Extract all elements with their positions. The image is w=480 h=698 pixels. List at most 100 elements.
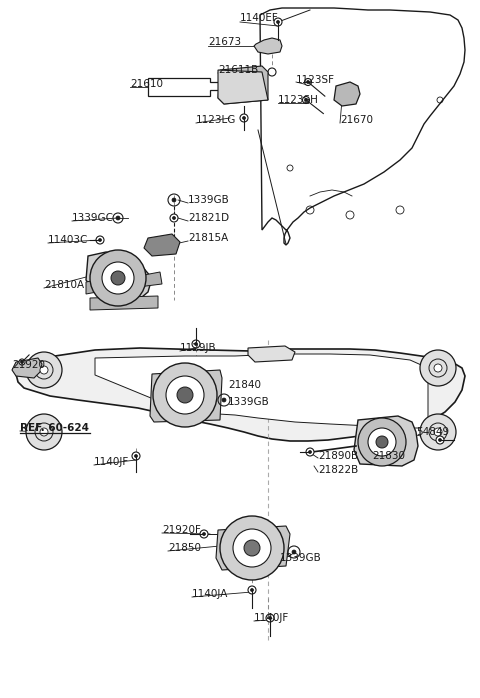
Circle shape (166, 376, 204, 414)
Text: 21822B: 21822B (318, 465, 358, 475)
Circle shape (304, 98, 308, 101)
Circle shape (368, 428, 396, 456)
Circle shape (177, 387, 193, 403)
Circle shape (307, 80, 310, 84)
Polygon shape (218, 70, 268, 104)
Polygon shape (354, 416, 418, 466)
Polygon shape (148, 78, 220, 96)
Text: 1140JF: 1140JF (94, 457, 129, 467)
Circle shape (244, 540, 260, 556)
Text: 1123LG: 1123LG (196, 115, 236, 125)
Polygon shape (86, 252, 152, 306)
Circle shape (233, 529, 271, 567)
Text: 21815A: 21815A (188, 233, 228, 243)
Circle shape (26, 414, 62, 450)
Text: 1140JA: 1140JA (192, 589, 228, 599)
Polygon shape (334, 82, 360, 106)
Text: 1140JF: 1140JF (254, 613, 289, 623)
Text: 11403C: 11403C (48, 235, 88, 245)
Circle shape (172, 216, 176, 219)
Circle shape (220, 516, 284, 580)
Polygon shape (248, 346, 295, 362)
Text: 21810A: 21810A (44, 280, 84, 290)
Circle shape (134, 454, 137, 457)
Circle shape (436, 436, 444, 444)
Text: 1123SH: 1123SH (278, 95, 319, 105)
Circle shape (21, 360, 24, 364)
Polygon shape (218, 66, 268, 104)
Circle shape (111, 271, 125, 285)
Polygon shape (16, 348, 465, 441)
Text: 1339GB: 1339GB (228, 397, 270, 407)
Circle shape (306, 448, 314, 456)
Circle shape (170, 214, 178, 222)
Text: 21920: 21920 (12, 360, 45, 370)
Text: 21920F: 21920F (162, 525, 201, 535)
Circle shape (90, 250, 146, 306)
Circle shape (242, 117, 245, 119)
Polygon shape (216, 526, 290, 570)
Text: 1339GB: 1339GB (188, 195, 230, 205)
Circle shape (434, 364, 442, 372)
Text: 21611B: 21611B (218, 65, 258, 75)
Text: 21673: 21673 (208, 37, 241, 47)
Text: 1339GB: 1339GB (280, 553, 322, 563)
Polygon shape (150, 370, 222, 422)
Polygon shape (128, 272, 162, 288)
Circle shape (203, 533, 205, 535)
Circle shape (304, 78, 312, 85)
Circle shape (240, 114, 248, 122)
Circle shape (132, 452, 140, 460)
Circle shape (19, 359, 25, 365)
Circle shape (251, 588, 253, 591)
Circle shape (116, 216, 120, 220)
Circle shape (268, 616, 272, 620)
Circle shape (222, 398, 226, 402)
Circle shape (268, 68, 276, 76)
Circle shape (153, 363, 217, 427)
Circle shape (248, 586, 256, 594)
Polygon shape (90, 296, 158, 310)
Circle shape (96, 236, 104, 244)
Circle shape (194, 343, 197, 346)
Text: 21830: 21830 (372, 451, 405, 461)
Polygon shape (86, 278, 108, 294)
Text: 21821D: 21821D (188, 213, 229, 223)
Text: 1339GC: 1339GC (72, 213, 114, 223)
Circle shape (420, 414, 456, 450)
Text: 21610: 21610 (130, 79, 163, 89)
Circle shape (434, 428, 442, 436)
Circle shape (420, 350, 456, 386)
Circle shape (192, 340, 200, 348)
Circle shape (26, 352, 62, 388)
Polygon shape (95, 354, 428, 428)
Circle shape (358, 418, 406, 466)
Circle shape (98, 239, 101, 242)
Circle shape (274, 18, 282, 26)
Text: REF. 60-624: REF. 60-624 (20, 423, 89, 433)
Circle shape (292, 550, 296, 554)
Circle shape (266, 614, 274, 622)
Text: 21840: 21840 (228, 380, 261, 390)
Polygon shape (260, 8, 465, 245)
Text: 21670: 21670 (340, 115, 373, 125)
Circle shape (439, 438, 442, 442)
Text: 1123SF: 1123SF (296, 75, 335, 85)
Circle shape (376, 436, 388, 448)
Circle shape (302, 96, 310, 103)
Circle shape (276, 20, 279, 24)
Circle shape (40, 428, 48, 436)
Polygon shape (254, 38, 282, 54)
Text: 1129JB: 1129JB (180, 343, 216, 353)
Circle shape (309, 450, 312, 454)
Circle shape (172, 198, 176, 202)
Polygon shape (12, 358, 42, 378)
Circle shape (102, 262, 134, 294)
Circle shape (200, 530, 208, 538)
Circle shape (40, 366, 48, 374)
Polygon shape (144, 234, 180, 256)
Text: 1140EF: 1140EF (240, 13, 279, 23)
Text: 21890B: 21890B (318, 451, 358, 461)
Text: 54849: 54849 (416, 427, 449, 437)
Text: 21850: 21850 (168, 543, 201, 553)
